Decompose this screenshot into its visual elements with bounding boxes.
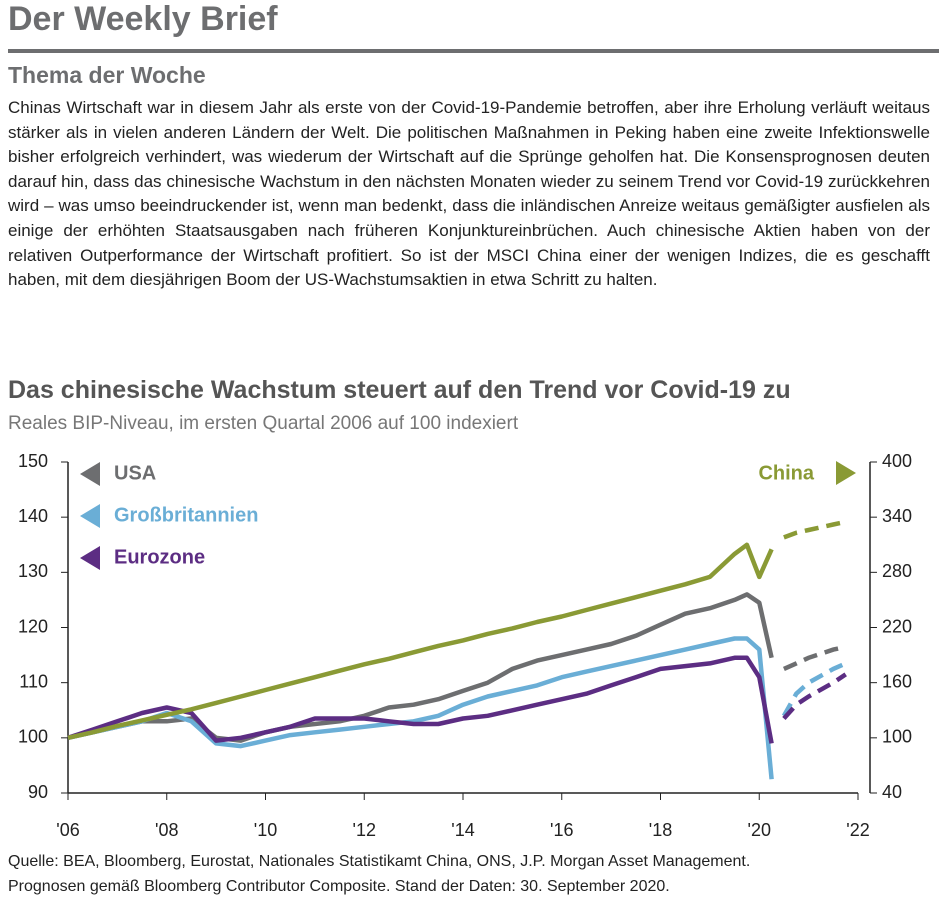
y2-tick-label: 40 bbox=[882, 782, 902, 802]
legend-label: USA bbox=[114, 462, 156, 484]
y-tick-label: 110 bbox=[19, 671, 48, 691]
chart-subtitle: Reales BIP-Niveau, im ersten Quartal 200… bbox=[8, 413, 519, 434]
y-tick-label: 130 bbox=[18, 561, 48, 581]
y-tick-label: 150 bbox=[18, 451, 48, 471]
footnote: Prognosen gemäß Bloomberg Contributor Co… bbox=[8, 878, 670, 895]
x-tick-label: '08 bbox=[155, 820, 178, 840]
legend-label: Großbritannien bbox=[114, 504, 258, 526]
legend-arrow bbox=[80, 546, 100, 570]
y-tick-label: 140 bbox=[18, 506, 48, 526]
y2-tick-label: 220 bbox=[882, 616, 912, 636]
x-tick-label: '14 bbox=[451, 820, 474, 840]
header-title: Der Weekly Brief bbox=[8, 0, 278, 38]
y2-tick-label: 280 bbox=[882, 561, 912, 581]
x-tick-label: '06 bbox=[56, 820, 79, 840]
y-tick-label: 100 bbox=[18, 727, 48, 747]
forecast-line bbox=[783, 519, 847, 540]
x-tick-label: '16 bbox=[550, 820, 573, 840]
y2-tick-label: 400 bbox=[882, 451, 912, 471]
header-rule bbox=[8, 49, 939, 53]
series-line bbox=[67, 636, 774, 780]
y2-tick-label: 100 bbox=[882, 727, 912, 747]
y-tick-label: 90 bbox=[28, 782, 48, 802]
x-tick-label: '22 bbox=[846, 820, 869, 840]
chart-title: Das chinesische Wachstum steuert auf den… bbox=[8, 376, 791, 404]
forecast-line bbox=[782, 644, 847, 671]
y2-tick-label: 160 bbox=[882, 671, 912, 691]
y2-tick-label: 340 bbox=[882, 506, 912, 526]
legend-arrow bbox=[80, 462, 100, 486]
y-tick-label: 120 bbox=[18, 616, 48, 636]
series-line bbox=[67, 592, 774, 743]
series-line bbox=[67, 542, 774, 740]
legend-arrow bbox=[80, 504, 100, 528]
legend-label: China bbox=[758, 462, 814, 484]
paragraph: Chinas Wirtschaft war in diesem Jahr als… bbox=[8, 98, 930, 290]
footnote: Quelle: BEA, Bloomberg, Eurostat, Nation… bbox=[8, 853, 751, 870]
legend-label: Eurozone bbox=[114, 546, 205, 568]
chart: 90 100 110 120 130 140 150 40 100 160 220 280 340 400… bbox=[18, 451, 912, 840]
series-line bbox=[67, 655, 774, 744]
x-tick-label: '10 bbox=[254, 820, 277, 840]
section-title: Thema der Woche bbox=[8, 62, 206, 88]
forecast-line bbox=[782, 672, 847, 721]
legend-arrow bbox=[836, 461, 856, 485]
x-tick-label: '12 bbox=[353, 820, 376, 840]
x-tick-label: '18 bbox=[649, 820, 672, 840]
x-tick-label: '20 bbox=[748, 820, 771, 840]
forecast-line bbox=[781, 661, 847, 717]
